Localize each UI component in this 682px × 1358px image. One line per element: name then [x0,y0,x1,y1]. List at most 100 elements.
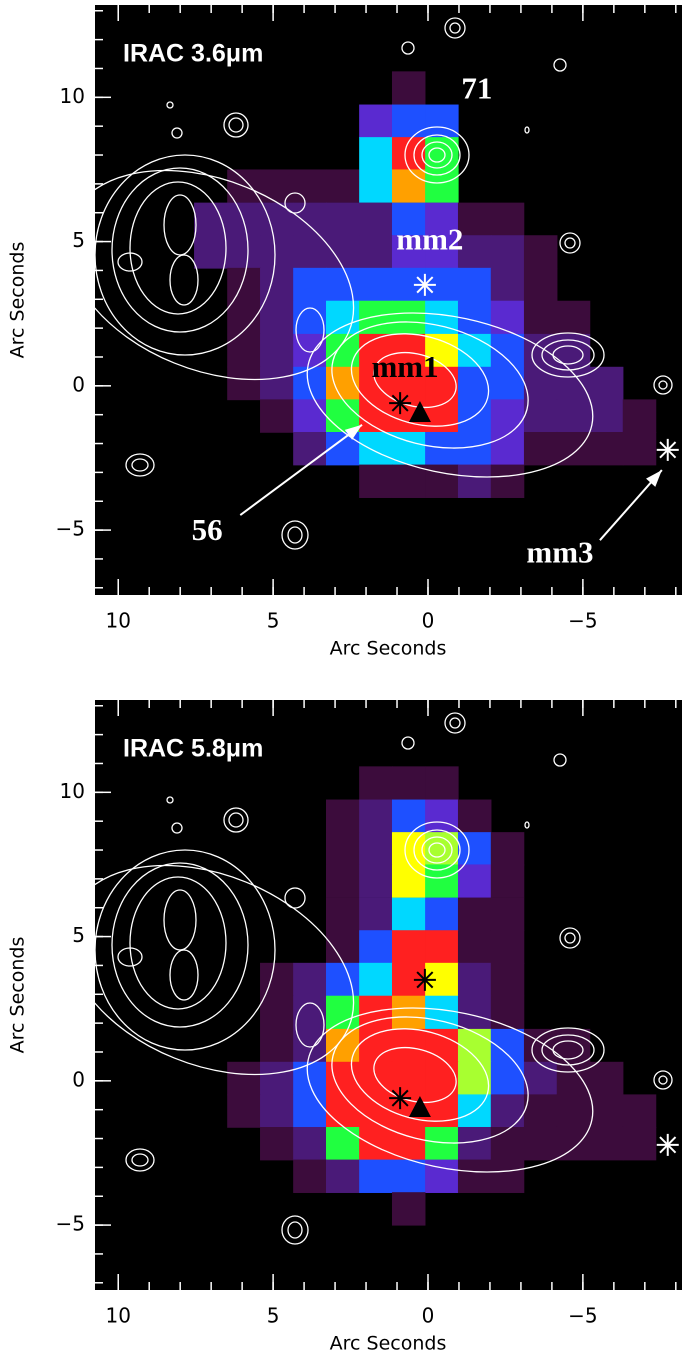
heatmap-cell [391,930,426,964]
heatmap-cell [359,832,393,866]
heatmap-cell [326,1126,360,1161]
heatmap-cell [326,333,360,368]
heatmap-cell [523,1028,558,1063]
heatmap-cell [391,1061,426,1096]
heatmap-cell [359,431,393,466]
y-tick-label: 5 [72,923,85,947]
heatmap-cell [589,1094,624,1128]
heatmap-cell [425,799,459,833]
heatmap-cell [293,1028,327,1063]
heatmap-cell [326,962,360,997]
asterisk-stroke [659,441,677,459]
arrow-head [344,424,363,440]
heatmap-cell [359,464,393,498]
heatmap-cell [326,235,360,269]
x-tick-label: −5 [568,1304,597,1328]
heatmap-cell [326,897,360,932]
heatmap-cell [490,235,525,269]
heatmap-cell [326,864,360,898]
heatmap-cell [589,1061,624,1096]
panel: IRAC 5.8μm 10 5 0 −5 −5 0 5 10 Arc Seconds Arc Sec… [7,700,682,1355]
heatmap-cell [227,333,261,368]
heatmap-cell [391,104,426,138]
heatmap-cell [359,202,393,237]
asterisk-marker [389,1087,412,1110]
heatmap-cell [293,366,327,401]
heatmap-cell [556,300,591,335]
heatmap-cell [490,930,525,964]
heatmap-cell [490,431,525,466]
heatmap-cell [425,235,459,269]
heatmap-cell [359,1126,393,1161]
asterisk-stroke [391,394,409,412]
heatmap-cell [589,366,624,401]
heatmap-cell [490,267,525,302]
heatmap-cell [457,1126,492,1161]
heatmap-cell [359,897,393,932]
heatmap-cell [260,1028,294,1063]
heatmap-cell [326,431,360,466]
heatmap-cell [556,1061,591,1096]
heatmap-cell [391,169,426,203]
heatmap-cell [622,431,657,466]
heatmap-cell [359,1159,393,1193]
asterisk-marker [656,438,679,461]
heatmap-cell [391,864,426,898]
heatmap-cell [556,333,591,368]
heatmap-cell [457,431,492,466]
heatmap-cell [457,235,492,269]
y-axis-label: Arc Seconds [7,242,29,359]
heatmap-cell [227,267,261,302]
heatmap-cell [326,1159,360,1193]
heatmap-cell [260,1126,294,1161]
annotation: 71 [461,71,492,106]
heatmap-cell [457,799,492,833]
heatmap-cell [260,169,294,203]
heatmap-cell [359,137,393,171]
heatmap-cell [425,1159,459,1193]
heatmap-cell [457,864,492,898]
heatmap-cell [326,267,360,302]
heatmap-cell [490,366,525,401]
heatmap-cell [260,300,294,335]
heatmap-cell [425,1061,459,1096]
heatmap-cell [457,897,492,932]
x-tick-label: 5 [267,609,280,633]
heatmap-cell [457,995,492,1030]
heatmap-cell [391,464,426,498]
asterisk-stroke [659,1136,677,1154]
heatmap-cell [490,300,525,335]
panel-title: IRAC 5.8μm [123,735,263,763]
asterisk-marker [656,1133,679,1156]
heatmap-cell [293,399,327,433]
heatmap-cell [326,169,360,203]
asterisk-stroke [416,971,434,989]
heatmap-cell [457,1061,492,1096]
heatmap-cell [391,1159,426,1193]
arrow-line [239,423,363,516]
heatmap-cell [425,202,459,237]
asterisk-marker [389,392,412,415]
heatmap-cell [359,1028,393,1063]
heatmap-cell [260,962,294,997]
y-tick-label: −5 [56,517,85,541]
heatmap-cell [260,267,294,302]
heatmap-cell [425,1028,459,1063]
heatmap-cell [326,1094,360,1128]
heatmap-cell [490,897,525,932]
heatmap-cell [293,235,327,269]
triangle-marker [408,400,431,422]
heatmap-cell [391,71,426,105]
heatmap-cell [622,1094,657,1128]
asterisk-marker [413,968,436,991]
overlay [389,968,679,1156]
asterisk-stroke [391,1089,409,1107]
axes: IRAC 5.8μm 10 5 0 −5 −5 0 5 10 Arc Seconds Arc Sec… [7,700,677,1355]
x-tick-label: 0 [422,609,435,633]
y-tick-label: 5 [72,228,85,252]
heatmap-cell [194,235,228,269]
heatmap-cell [490,399,525,433]
heatmap-cell [391,799,426,833]
heatmap-cell [391,333,426,368]
